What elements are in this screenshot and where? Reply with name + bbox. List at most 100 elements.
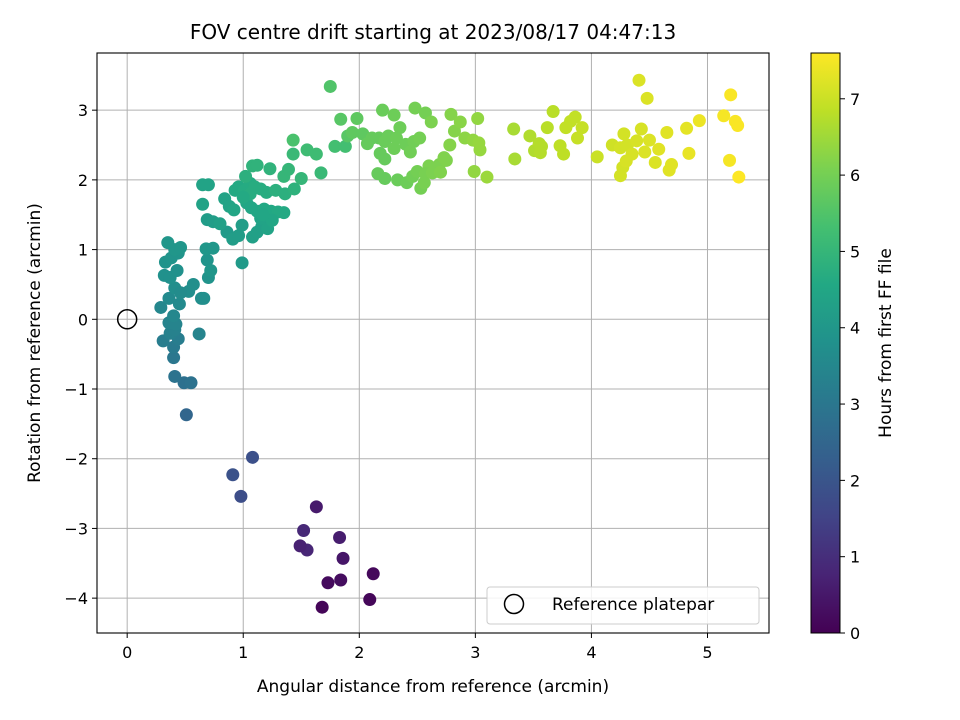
data-point: [256, 208, 270, 222]
x-axis-label: Angular distance from reference (arcmin): [257, 677, 609, 697]
data-point: [236, 190, 250, 204]
data-point: [575, 121, 589, 135]
reference-point: [116, 309, 138, 330]
data-point: [557, 147, 571, 161]
plot-frame: [96, 52, 770, 634]
data-point: [192, 327, 206, 341]
data-point: [174, 240, 188, 254]
data-point: [167, 351, 181, 365]
legend-marker: [503, 593, 525, 615]
data-point: [321, 576, 335, 590]
data-point: [297, 524, 311, 538]
colorbar-gradient: [810, 52, 841, 634]
data-point: [692, 114, 706, 128]
data-point: [250, 158, 264, 172]
data-point: [724, 88, 738, 102]
data-point: [162, 291, 176, 305]
chart-title: FOV centre drift starting at 2023/08/17 …: [190, 20, 676, 44]
data-point: [287, 182, 301, 196]
data-point: [389, 131, 403, 145]
data-point: [334, 573, 348, 587]
data-point: [467, 165, 481, 179]
data-point: [378, 171, 392, 185]
data-point: [665, 158, 679, 172]
data-point: [282, 162, 296, 176]
y-tick-label: −4: [64, 589, 88, 608]
colorbar-tick-label: 3: [850, 395, 860, 414]
x-tick-label: 2: [354, 643, 364, 662]
data-point: [172, 297, 186, 311]
data-point: [638, 145, 652, 159]
data-point: [246, 450, 260, 464]
data-point: [533, 146, 547, 160]
data-point: [632, 73, 646, 87]
data-point: [323, 79, 337, 93]
data-point: [619, 154, 633, 168]
data-point: [408, 101, 422, 115]
data-point: [338, 139, 352, 153]
data-point: [314, 166, 328, 180]
data-point: [184, 376, 198, 390]
data-point: [453, 115, 467, 129]
data-point: [168, 369, 182, 383]
data-point: [634, 122, 648, 136]
colorbar-tick-label: 1: [850, 548, 860, 567]
data-point: [334, 112, 348, 126]
x-tick-label: 5: [702, 643, 712, 662]
data-point: [235, 218, 249, 232]
data-point: [235, 256, 249, 270]
data-point: [540, 121, 554, 135]
colorbar-tick-label: 0: [850, 624, 860, 643]
data-point: [630, 134, 644, 148]
data-point: [443, 138, 457, 152]
data-point: [206, 241, 220, 255]
data-point: [652, 142, 666, 156]
data-point: [444, 107, 458, 121]
legend-label: Reference platepar: [552, 595, 714, 615]
data-point: [437, 151, 451, 165]
data-point: [731, 119, 745, 132]
data-point: [170, 264, 184, 277]
data-point: [179, 408, 193, 422]
data-point: [277, 206, 291, 220]
colorbar-ticks: 0 1 2 3 4 5 6 7: [840, 90, 860, 643]
data-point: [293, 539, 307, 553]
data-point: [680, 121, 694, 135]
y-tick-label: −2: [64, 450, 88, 469]
data-point: [617, 127, 631, 141]
x-tick-label: 1: [238, 643, 248, 662]
data-point: [471, 112, 485, 126]
data-point: [350, 112, 364, 126]
x-tick-label: 0: [122, 643, 132, 662]
data-point: [732, 170, 746, 184]
data-point: [424, 115, 438, 129]
data-point: [660, 125, 674, 139]
data-point: [507, 122, 521, 136]
data-point: [227, 203, 241, 217]
data-point: [186, 277, 200, 291]
data-point: [642, 133, 656, 147]
data-point: [434, 165, 448, 179]
data-point: [197, 291, 211, 305]
y-axis-label: Rotation from reference (arcmin): [25, 203, 45, 483]
data-point: [648, 155, 662, 169]
colorbar-tick-label: 7: [850, 90, 860, 109]
data-point: [480, 170, 494, 184]
colorbar-label: Hours from first FF file: [876, 248, 896, 438]
y-tick-label: 2: [78, 171, 88, 190]
data-point: [309, 500, 323, 514]
data-point: [393, 121, 407, 135]
data-point: [376, 103, 390, 117]
data-point: [174, 286, 188, 300]
data-point: [234, 489, 248, 503]
data-point: [154, 300, 168, 314]
data-point: [286, 147, 300, 161]
data-point: [568, 110, 582, 124]
data-point: [387, 108, 401, 122]
data-point: [387, 142, 401, 156]
reference-platepar-marker: [116, 309, 138, 330]
legend-box: [486, 586, 760, 625]
data-point: [226, 468, 240, 482]
data-point: [378, 152, 392, 166]
